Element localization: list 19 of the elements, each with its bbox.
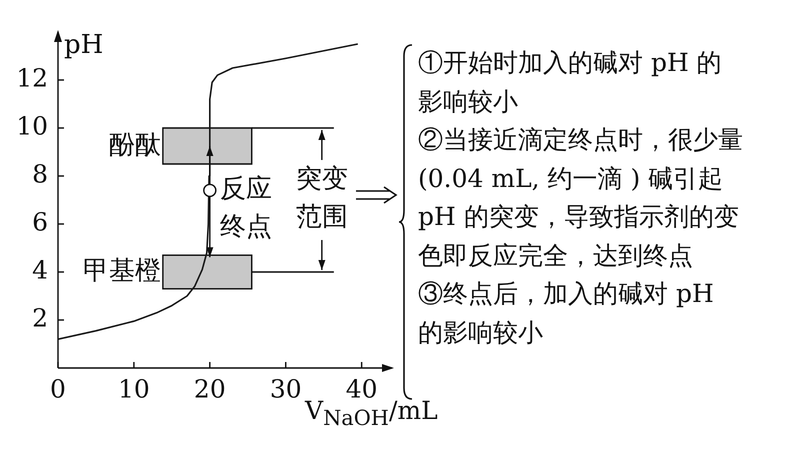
- y-axis-title: pH: [64, 30, 104, 60]
- text: ②当接近滴定终点时，很少量 (0.04 mL, 约一滴 ) 碱引起 pH 的突变，导致指示剂的变色即反应完全，达到终点: [418, 124, 744, 272]
- annotation: 反应终点: [220, 174, 272, 242]
- y-tick-label: 12: [16, 64, 48, 92]
- x-tick-label: 30: [270, 374, 302, 404]
- text: ③终点后，加入的碱对 pH 的影响较小: [418, 278, 715, 348]
- x-tick-label: 40: [346, 374, 378, 404]
- y-tick-label: 10: [16, 112, 48, 140]
- y-tick-label: 2: [32, 304, 48, 332]
- x-tick-label: 0: [50, 374, 66, 404]
- y-tick-label: 4: [32, 256, 48, 284]
- y-tick-label: 6: [32, 208, 48, 236]
- x-tick-label: 20: [194, 374, 226, 404]
- x-tick-label: 10: [118, 374, 150, 404]
- band-label: 酚酞: [108, 130, 161, 160]
- y-tick-label: 8: [32, 160, 48, 188]
- legend-label: 突变范围: [296, 164, 348, 232]
- text: ①开始时加入的碱对 pH 的影响较小: [418, 47, 723, 118]
- band-label: 甲基橙: [82, 256, 161, 286]
